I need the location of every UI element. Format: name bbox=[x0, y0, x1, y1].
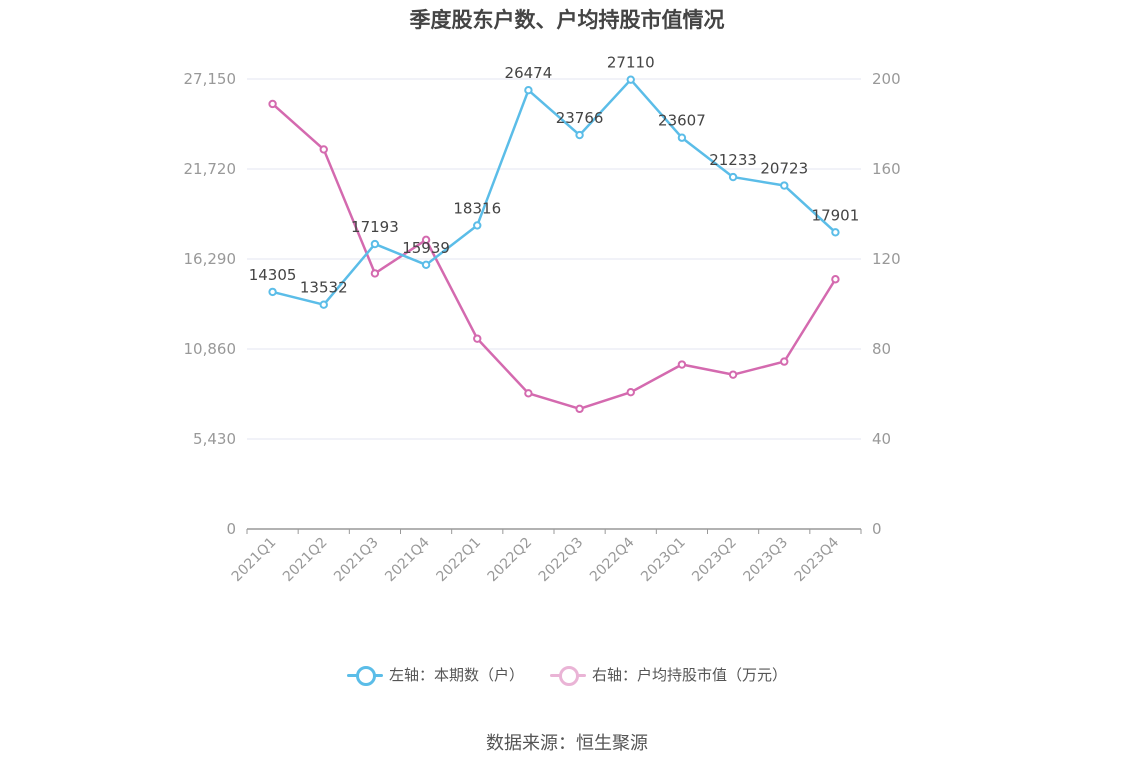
x-axis-tick-label: 2021Q2 bbox=[280, 535, 331, 586]
data-label: 27110 bbox=[607, 54, 655, 72]
legend: 左轴：本期数（户） 右轴：户均持股市值（万元） bbox=[0, 664, 1134, 686]
right-axis-tick-label: 200 bbox=[872, 70, 901, 88]
legend-item-left-series[interactable]: 左轴：本期数（户） bbox=[346, 664, 524, 686]
data-label: 21233 bbox=[709, 151, 757, 169]
data-point bbox=[677, 133, 687, 142]
data-point bbox=[626, 75, 635, 84]
data-point bbox=[780, 181, 789, 190]
x-axis-tick-label: 2022Q3 bbox=[536, 535, 587, 586]
legend-item-right-series[interactable]: 右轴：户均持股市值（万元） bbox=[550, 664, 788, 686]
right-axis-tick-label: 80 bbox=[872, 340, 891, 358]
legend-marker-icon bbox=[550, 665, 586, 686]
data-label: 18316 bbox=[453, 199, 501, 217]
data-point bbox=[677, 360, 687, 369]
data-point bbox=[370, 239, 380, 249]
data-point bbox=[473, 334, 482, 343]
right-axis-tick-label: 160 bbox=[872, 160, 901, 178]
data-point bbox=[728, 370, 738, 379]
data-label: 26474 bbox=[505, 64, 553, 82]
right-axis-tick-label: 0 bbox=[872, 520, 882, 538]
x-axis-tick-label: 2022Q1 bbox=[433, 535, 484, 586]
data-label: 23607 bbox=[658, 112, 706, 130]
data-label: 17193 bbox=[351, 218, 399, 236]
data-point bbox=[319, 145, 328, 154]
source-note: 数据来源：恒生聚源 bbox=[486, 733, 648, 754]
legend-label: 右轴：户均持股市值（万元） bbox=[592, 666, 788, 684]
x-axis-tick-label: 2023Q4 bbox=[792, 534, 843, 585]
data-point bbox=[421, 235, 431, 245]
data-point bbox=[421, 260, 431, 270]
x-axis-tick-label: 2021Q3 bbox=[331, 535, 382, 586]
data-point bbox=[268, 99, 277, 109]
left-axis-tick-label: 21,720 bbox=[184, 160, 237, 178]
series-line bbox=[272, 78, 837, 306]
x-axis-tick-label: 2023Q2 bbox=[689, 535, 740, 586]
data-point bbox=[524, 86, 533, 95]
x-axis-tick-label: 2021Q4 bbox=[382, 534, 433, 585]
legend-marker-icon bbox=[346, 665, 383, 686]
x-axis-tick-label: 2023Q1 bbox=[638, 535, 689, 586]
x-axis-tick-label: 2021Q1 bbox=[229, 535, 280, 586]
legend-label: 左轴：本期数（户） bbox=[388, 666, 524, 684]
x-axis-tick-label: 2023Q3 bbox=[740, 535, 791, 586]
data-point bbox=[780, 357, 789, 366]
data-label: 23766 bbox=[556, 109, 604, 127]
x-axis-tick-label: 2022Q2 bbox=[485, 535, 536, 586]
left-axis-tick-label: 0 bbox=[226, 520, 236, 538]
data-label: 13532 bbox=[300, 279, 348, 297]
right-axis-tick-label: 40 bbox=[872, 430, 891, 448]
series-line bbox=[271, 103, 837, 411]
data-point bbox=[831, 228, 840, 237]
data-point bbox=[268, 287, 277, 297]
right-axis-tick-label: 120 bbox=[872, 250, 901, 268]
left-axis-tick-label: 5,430 bbox=[193, 430, 236, 448]
data-point bbox=[473, 221, 482, 230]
left-axis-tick-label: 16,290 bbox=[184, 250, 237, 268]
data-point bbox=[575, 130, 584, 140]
data-point bbox=[319, 300, 328, 309]
data-point bbox=[524, 389, 533, 398]
data-label: 20723 bbox=[760, 160, 808, 178]
x-axis-tick-label: 2022Q4 bbox=[587, 534, 638, 585]
data-point bbox=[626, 388, 635, 397]
data-label: 14305 bbox=[249, 266, 297, 284]
data-point bbox=[728, 172, 738, 182]
left-axis-tick-label: 10,860 bbox=[184, 340, 237, 358]
data-point bbox=[370, 269, 380, 278]
data-label: 17901 bbox=[812, 206, 860, 224]
data-label: 15939 bbox=[402, 239, 450, 257]
chart-title: 季度股东户数、户均持股市值情况 bbox=[409, 8, 725, 32]
data-point bbox=[575, 404, 584, 414]
data-point bbox=[831, 275, 840, 284]
left-axis-tick-label: 27,150 bbox=[184, 70, 237, 88]
